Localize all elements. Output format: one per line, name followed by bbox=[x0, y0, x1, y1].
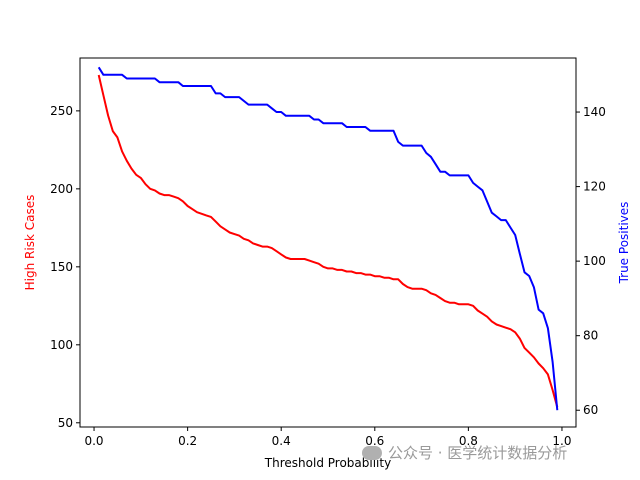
right-axis-title: True Positives bbox=[617, 202, 631, 285]
x-tick-label: 1.0 bbox=[552, 434, 571, 448]
right-tick-label: 100 bbox=[583, 254, 606, 268]
wechat-icon bbox=[362, 446, 382, 460]
left-tick-label: 150 bbox=[50, 260, 73, 274]
high-risk-cases-line bbox=[97, 74, 559, 408]
true-positives-line bbox=[97, 66, 559, 411]
left-tick-label: 100 bbox=[50, 338, 73, 352]
watermark: 公众号 · 医学统计数据分析 bbox=[362, 442, 567, 463]
right-tick-label: 120 bbox=[583, 180, 606, 194]
watermark-text: 公众号 · 医学统计数据分析 bbox=[388, 444, 568, 462]
left-tick-label: 50 bbox=[58, 416, 73, 430]
x-axis-title: Threshold Probability bbox=[264, 456, 391, 470]
right-tick-label: 80 bbox=[583, 329, 598, 343]
axes-layer bbox=[79, 57, 577, 428]
x-tick-label: 0.6 bbox=[365, 434, 384, 448]
x-tick-label: 0.0 bbox=[84, 434, 103, 448]
ticks-layer: 0.0 0.2 0.4 0.6 0.8 1.0 50 100 150 200 250 60 80 100 1… bbox=[50, 104, 606, 448]
right-tick-label: 60 bbox=[583, 403, 598, 417]
series-layer bbox=[97, 66, 559, 411]
left-axis-title: High Risk Cases bbox=[23, 195, 37, 291]
x-tick-label: 0.2 bbox=[178, 434, 197, 448]
left-tick-label: 250 bbox=[50, 104, 73, 118]
x-tick-label: 0.8 bbox=[459, 434, 478, 448]
plot-frame bbox=[79, 57, 577, 428]
x-tick-label: 0.4 bbox=[272, 434, 291, 448]
left-tick-label: 200 bbox=[50, 182, 73, 196]
right-tick-label: 140 bbox=[583, 105, 606, 119]
